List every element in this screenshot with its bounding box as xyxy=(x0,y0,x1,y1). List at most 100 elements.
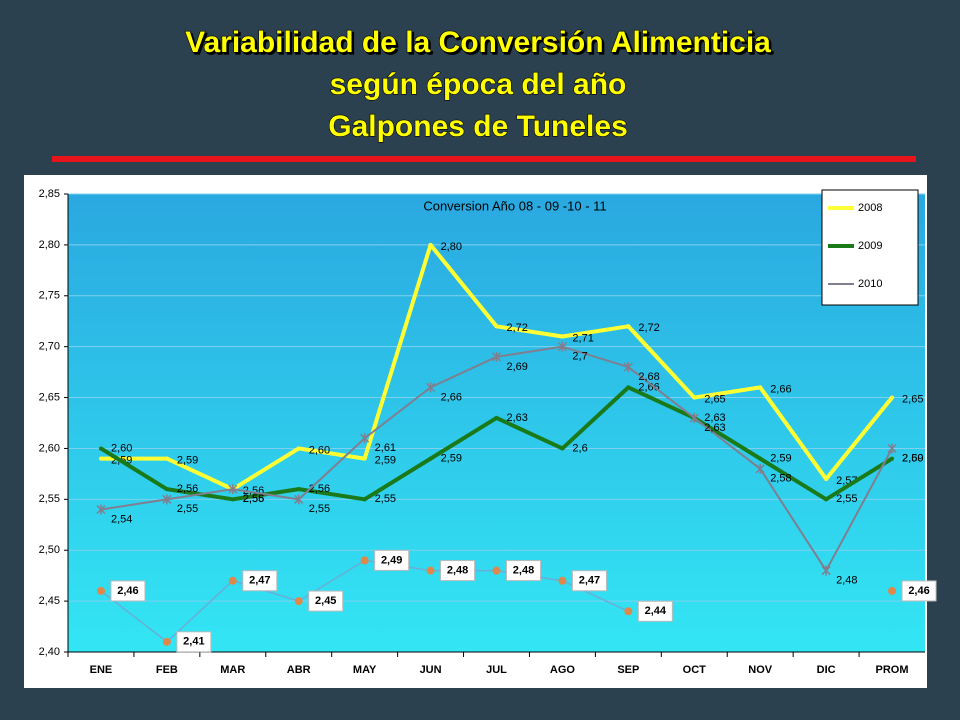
slide-title: Variabilidad de la Conversión Alimentici… xyxy=(185,26,771,59)
data-point xyxy=(755,463,765,474)
data-label: 2,48 xyxy=(447,564,468,576)
y-tick-label: 2,80 xyxy=(39,239,60,251)
data-label: 2,72 xyxy=(638,322,659,334)
data-point xyxy=(294,494,304,505)
data-point xyxy=(362,497,367,502)
data-label: 2,66 xyxy=(638,381,659,393)
x-tick-label: MAR xyxy=(220,664,245,676)
data-point xyxy=(428,242,433,247)
data-label: 2,80 xyxy=(441,241,462,253)
label-box xyxy=(440,560,476,582)
data-label: 2,41 xyxy=(183,636,204,648)
data-label: 2,72 xyxy=(507,322,528,334)
data-label: 2,48 xyxy=(513,564,534,576)
label-box xyxy=(374,549,410,571)
legend-label: 2009 xyxy=(858,240,882,252)
data-label: 2,66 xyxy=(770,383,791,395)
x-tick-label: JUL xyxy=(486,664,507,676)
data-point xyxy=(164,456,169,461)
label-box xyxy=(637,600,673,622)
data-point xyxy=(558,576,567,585)
data-point xyxy=(692,395,697,400)
data-point xyxy=(890,395,895,400)
data-label: 2,46 xyxy=(908,585,929,597)
data-point xyxy=(228,576,237,585)
y-tick-label: 2,75 xyxy=(39,290,60,302)
chart-title: Conversion Año 08 - 09 -10 - 11 xyxy=(423,198,606,213)
data-point xyxy=(296,487,301,492)
data-label: 2,66 xyxy=(441,391,462,403)
data-label: 2,44 xyxy=(645,605,667,617)
data-label: 2,65 xyxy=(704,393,725,405)
data-label: 2,54 xyxy=(111,513,132,525)
legend-label: 2010 xyxy=(858,278,882,290)
data-point xyxy=(494,324,499,329)
y-tick-label: 2,55 xyxy=(39,493,60,505)
data-point xyxy=(426,566,435,575)
data-label: 2,59 xyxy=(770,453,791,465)
data-label: 2,63 xyxy=(507,412,528,424)
data-point xyxy=(624,607,633,616)
data-label: 2,56 xyxy=(309,483,330,495)
data-point xyxy=(230,497,235,502)
data-label: 2,55 xyxy=(177,503,198,515)
data-point xyxy=(492,566,501,575)
data-point xyxy=(824,497,829,502)
data-label: 2,63 xyxy=(704,422,725,434)
data-label: 2,48 xyxy=(836,574,857,586)
data-point xyxy=(626,385,631,390)
data-label: 2,55 xyxy=(309,503,330,515)
data-point xyxy=(824,476,829,481)
data-point xyxy=(360,556,369,565)
data-point xyxy=(623,362,633,373)
data-label: 2,46 xyxy=(117,585,138,597)
data-point xyxy=(887,443,897,454)
data-label: 2,49 xyxy=(381,554,402,566)
data-label: 2,60 xyxy=(111,442,132,454)
plot-area xyxy=(68,194,925,652)
data-label: 2,60 xyxy=(309,444,330,456)
x-tick-label: MAY xyxy=(353,664,377,676)
x-tick-label: AGO xyxy=(550,664,576,676)
x-tick-label: PROM xyxy=(876,664,909,676)
label-box xyxy=(110,580,146,602)
data-label: 2,68 xyxy=(638,371,659,383)
y-tick-label: 2,85 xyxy=(39,188,60,200)
x-tick-label: SEP xyxy=(617,664,639,676)
data-label: 2,58 xyxy=(770,473,791,485)
y-tick-label: 2,45 xyxy=(39,595,60,607)
data-point xyxy=(557,341,567,352)
data-label: 2,6 xyxy=(572,442,587,454)
data-point xyxy=(362,456,367,461)
data-point xyxy=(888,586,897,595)
data-label: 2,59 xyxy=(375,455,396,467)
data-point xyxy=(98,456,103,461)
data-label: 2,59 xyxy=(902,453,923,465)
label-box xyxy=(176,631,212,653)
data-point xyxy=(296,446,301,451)
data-label: 2,45 xyxy=(315,595,336,607)
slide-title: Galpones de Tuneles xyxy=(328,110,628,143)
data-label: 2,55 xyxy=(375,493,396,505)
data-point xyxy=(294,597,303,606)
label-box xyxy=(506,560,541,582)
data-label: 2,56 xyxy=(243,493,264,505)
data-point xyxy=(689,412,699,423)
data-label: 2,56 xyxy=(177,483,198,495)
data-point xyxy=(626,324,631,329)
data-label: 2,47 xyxy=(249,575,270,587)
data-label: 2,59 xyxy=(177,455,198,467)
data-label: 2,47 xyxy=(579,575,600,587)
data-label: 2,60 xyxy=(902,452,923,464)
y-tick-label: 2,50 xyxy=(39,544,60,556)
data-point xyxy=(98,446,103,451)
data-point xyxy=(426,382,436,393)
data-point xyxy=(96,586,105,595)
x-tick-label: ENE xyxy=(90,664,113,676)
data-label: 2,61 xyxy=(375,442,396,454)
data-label: 2,55 xyxy=(836,493,857,505)
data-point xyxy=(162,637,171,646)
data-point xyxy=(890,456,895,461)
data-point xyxy=(491,351,502,362)
